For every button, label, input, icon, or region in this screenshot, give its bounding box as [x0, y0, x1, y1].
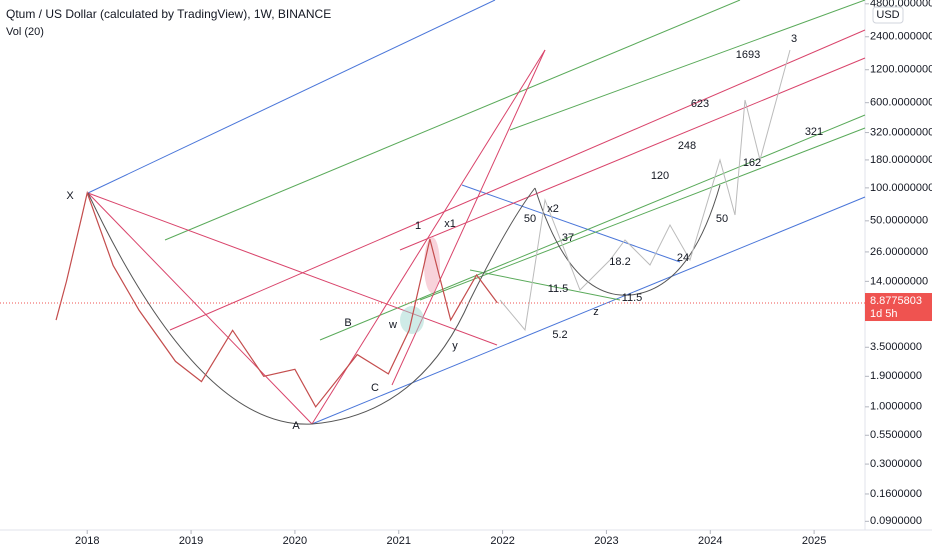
- x-tick-label: 2018: [75, 535, 99, 547]
- y-tick-label: 1200.0000000: [870, 64, 932, 76]
- annotation: 11.5: [548, 283, 569, 295]
- annotation: 50: [716, 213, 728, 225]
- last-price-box: [865, 293, 932, 322]
- annotation: z: [593, 306, 599, 318]
- y-tick-label: 4800.0000000: [870, 0, 932, 10]
- x-tick-label: 2025: [802, 535, 826, 547]
- y-tick-label: 2400.0000000: [870, 31, 932, 43]
- y-tick-label: 320.0000000: [870, 126, 932, 138]
- price-line: [55, 190, 498, 408]
- y-tick-label: 600.0000000: [870, 97, 932, 109]
- annotation: 5.2: [552, 329, 567, 341]
- y-tick-label: 26.0000000: [870, 246, 928, 258]
- annotation: 1693: [736, 49, 760, 61]
- countdown: 1d 5h: [870, 308, 898, 320]
- y-tick-label: 3.5000000: [870, 341, 922, 353]
- y-tick-label: 0.5500000: [870, 429, 922, 441]
- annotation: x1: [444, 218, 456, 230]
- y-tick-label: 0.1600000: [870, 488, 922, 500]
- x-tick-label: 2024: [698, 535, 722, 547]
- drawings: [87, 0, 866, 425]
- x-tick-label: 2020: [283, 535, 307, 547]
- x-tick-label: 2021: [387, 535, 411, 547]
- annotation: 248: [678, 140, 696, 152]
- y-tick-label: 1.9000000: [870, 370, 922, 382]
- y-tick-label: 14.0000000: [870, 275, 928, 287]
- annotation: x2: [547, 203, 559, 215]
- annotation: 37: [562, 232, 574, 244]
- annotation: 24: [677, 252, 689, 264]
- annotation: 18.2: [609, 256, 630, 268]
- last-price-label: 8.8775803: [870, 295, 922, 307]
- y-tick-label: 1.0000000: [870, 401, 922, 413]
- annotation: 321: [805, 126, 823, 138]
- x-tick-label: 2023: [594, 535, 618, 547]
- indicator-label: Vol (20): [6, 26, 44, 38]
- y-tick-label: 180.0000000: [870, 154, 932, 166]
- annotation: 11.5: [622, 292, 643, 304]
- annotation: B: [344, 317, 351, 329]
- annotation: 120: [651, 170, 669, 182]
- x-tick-label: 2022: [490, 535, 514, 547]
- y-tick-label: 50.0000000: [870, 215, 928, 227]
- currency-button[interactable]: [872, 6, 904, 24]
- annotation: 1: [415, 220, 421, 232]
- annotation: w: [388, 319, 397, 331]
- y-tick-label: 0.3000000: [870, 458, 922, 470]
- annotation: 623: [691, 98, 709, 110]
- chart-title: Qtum / US Dollar (calculated by TradingV…: [6, 7, 331, 21]
- annotation: 50: [524, 213, 536, 225]
- x-tick-label: 2019: [179, 535, 203, 547]
- annotation: C: [371, 382, 379, 394]
- annotation: 162: [743, 157, 761, 169]
- y-tick-label: 100.0000000: [870, 182, 932, 194]
- annotation: 3: [791, 33, 797, 45]
- annotation: X: [66, 190, 74, 202]
- annotation: y: [452, 340, 458, 352]
- currency[interactable]: USD: [876, 9, 899, 21]
- y-tick-label: 0.0900000: [870, 515, 922, 527]
- annotation: A: [292, 420, 300, 432]
